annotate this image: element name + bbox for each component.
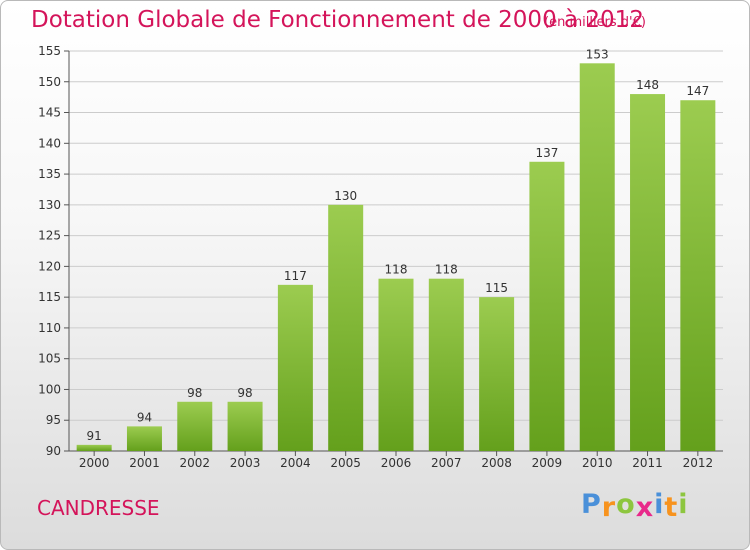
- y-tick-label: 140: [38, 136, 61, 150]
- bar: [126, 426, 162, 451]
- logo-letter: i: [678, 489, 689, 520]
- bar: [76, 444, 112, 451]
- bar-group: 118: [428, 263, 464, 451]
- bar-group: 98: [177, 386, 213, 451]
- bar-group: 118: [378, 263, 414, 451]
- bar-value-label: 115: [485, 281, 508, 295]
- bar: [479, 297, 515, 451]
- bar-value-label: 153: [586, 47, 609, 61]
- y-tick-label: 130: [38, 198, 61, 212]
- bar-value-label: 130: [334, 189, 357, 203]
- logo-letter: r: [601, 492, 617, 523]
- bar: [227, 401, 263, 451]
- bar: [328, 204, 364, 451]
- bar-group: 94: [126, 410, 162, 451]
- bar-group: 153: [579, 47, 615, 452]
- bar-value-label: 91: [87, 429, 102, 443]
- bar: [630, 94, 666, 452]
- bar-value-label: 94: [137, 410, 152, 424]
- logo-letter: P: [581, 489, 602, 520]
- x-tick-label: 2009: [532, 456, 563, 470]
- bar: [579, 63, 615, 452]
- bar-value-label: 148: [636, 78, 659, 92]
- commune-name: CANDRESSE: [37, 496, 160, 520]
- bar-group: 98: [227, 386, 263, 451]
- bar-group: 91: [76, 429, 112, 451]
- y-tick-label: 150: [38, 75, 61, 89]
- x-tick-label: 2005: [330, 456, 361, 470]
- logo-letter: x: [635, 492, 655, 523]
- x-tick-label: 2003: [230, 456, 261, 470]
- y-tick-label: 125: [38, 229, 61, 243]
- bar: [177, 401, 213, 451]
- y-tick-label: 100: [38, 382, 61, 396]
- logo-letter: o: [616, 489, 636, 520]
- x-tick-label: 2004: [280, 456, 311, 470]
- bar: [428, 278, 464, 451]
- bar-group: 115: [479, 281, 515, 451]
- logo-letter: t: [664, 492, 679, 523]
- bar-value-label: 98: [187, 386, 202, 400]
- logo-letter: i: [654, 489, 665, 520]
- bar: [277, 284, 313, 451]
- bar-value-label: 98: [237, 386, 252, 400]
- bar-group: 148: [630, 78, 666, 452]
- x-tick-label: 2010: [582, 456, 613, 470]
- x-tick-label: 2000: [79, 456, 110, 470]
- proxiti-logo[interactable]: Proxiti: [581, 489, 689, 523]
- x-tick-label: 2008: [481, 456, 512, 470]
- y-tick-label: 105: [38, 352, 61, 366]
- bar: [529, 161, 565, 451]
- chart-subtitle: (en milliers d'€): [544, 15, 646, 30]
- x-tick-label: 2012: [683, 456, 714, 470]
- x-tick-label: 2011: [632, 456, 663, 470]
- bar: [378, 278, 414, 451]
- bar-group: 130: [328, 189, 364, 451]
- bar-group: 137: [529, 146, 565, 451]
- x-tick-label: 2002: [179, 456, 210, 470]
- bar-value-label: 118: [435, 263, 458, 277]
- y-tick-label: 135: [38, 167, 61, 181]
- x-tick-label: 2007: [431, 456, 462, 470]
- y-tick-label: 110: [38, 321, 61, 335]
- bar-value-label: 118: [385, 263, 408, 277]
- bar-group: 117: [277, 269, 313, 451]
- bar-value-label: 147: [686, 84, 709, 98]
- y-tick-label: 120: [38, 259, 61, 273]
- y-tick-label: 115: [38, 290, 61, 304]
- y-tick-label: 95: [46, 413, 61, 427]
- y-tick-label: 145: [38, 106, 61, 120]
- y-tick-label: 90: [46, 444, 61, 458]
- bar-value-label: 137: [535, 146, 558, 160]
- y-tick-label: 155: [38, 44, 61, 58]
- chart-title: Dotation Globale de Fonctionnement de 20…: [31, 7, 644, 33]
- bar: [680, 100, 716, 451]
- bar-group: 147: [680, 84, 716, 451]
- x-tick-label: 2006: [381, 456, 412, 470]
- bar-value-label: 117: [284, 269, 307, 283]
- x-tick-label: 2001: [129, 456, 160, 470]
